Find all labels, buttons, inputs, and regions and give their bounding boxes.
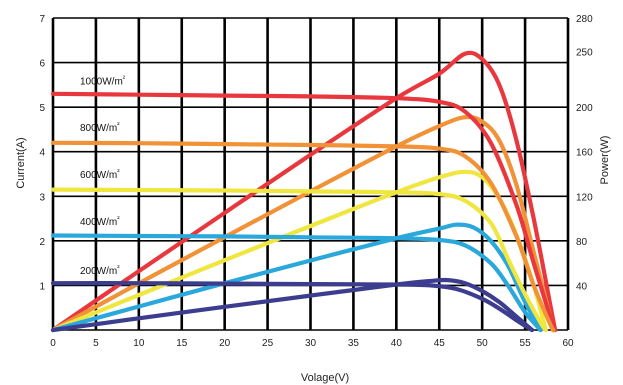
y-left-tick-label: 2 (39, 237, 45, 248)
irradiance-labels: 1000W/m² 800W/m² 600W/m² 400W/m² 200W/m² (80, 75, 126, 276)
y-left-tick-label: 3 (39, 192, 45, 203)
y-right-tick-label: 280 (576, 14, 593, 25)
irradiance-label: 600W/m² (80, 169, 120, 181)
curves (50, 50, 558, 333)
grid (51, 17, 570, 331)
x-axis-title: Volage(V) (301, 372, 349, 384)
power-curve (50, 222, 543, 333)
irradiance-label: 200W/m² (80, 265, 120, 277)
x-tick-label: 45 (434, 338, 446, 349)
current-curve (50, 140, 556, 333)
irradiance-label: 800W/m² (80, 122, 120, 134)
current-curve (50, 91, 558, 333)
y-left-axis-ticks: 1 2 3 4 5 6 7 (39, 14, 45, 292)
y-right-tick-label: 40 (576, 281, 588, 292)
current-curve (50, 233, 543, 333)
y-right-tick-label: 80 (576, 237, 588, 248)
power-curve (50, 50, 558, 333)
current-curve (50, 281, 535, 333)
x-tick-label: 50 (477, 338, 489, 349)
power-curve (50, 277, 535, 333)
x-tick-label: 25 (262, 338, 274, 349)
x-tick-label: 60 (562, 338, 574, 349)
y-left-tick-label: 5 (39, 103, 45, 114)
x-tick-label: 0 (50, 338, 56, 349)
y-right-tick-label: 250 (576, 47, 593, 58)
y-left-tick-label: 6 (39, 59, 45, 70)
y-left-tick-label: 7 (39, 14, 45, 25)
current-curve (50, 187, 548, 333)
y-right-tick-label: 120 (576, 192, 593, 203)
x-tick-label: 10 (133, 338, 145, 349)
x-axis-ticks: 0 5 10 15 20 25 30 35 40 45 50 55 60 (50, 338, 574, 349)
y-left-tick-label: 1 (39, 281, 45, 292)
y-right-tick-label: 160 (576, 148, 593, 159)
x-tick-label: 40 (391, 338, 403, 349)
x-tick-label: 55 (520, 338, 532, 349)
x-tick-label: 15 (176, 338, 188, 349)
y-right-axis-title: Power(W) (599, 136, 611, 185)
power-curve (50, 114, 556, 333)
y-left-axis-title: Current(A) (15, 137, 27, 188)
y-right-tick-label: 200 (576, 103, 593, 114)
irradiance-label: 1000W/m² (80, 75, 126, 87)
x-tick-label: 35 (348, 338, 360, 349)
y-right-axis-ticks: 40 80 120 160 200 250 280 (576, 14, 593, 292)
x-tick-label: 30 (305, 338, 317, 349)
x-tick-label: 20 (219, 338, 231, 349)
x-tick-label: 5 (93, 338, 99, 349)
y-left-tick-label: 4 (39, 148, 45, 159)
irradiance-label: 400W/m² (80, 216, 120, 228)
